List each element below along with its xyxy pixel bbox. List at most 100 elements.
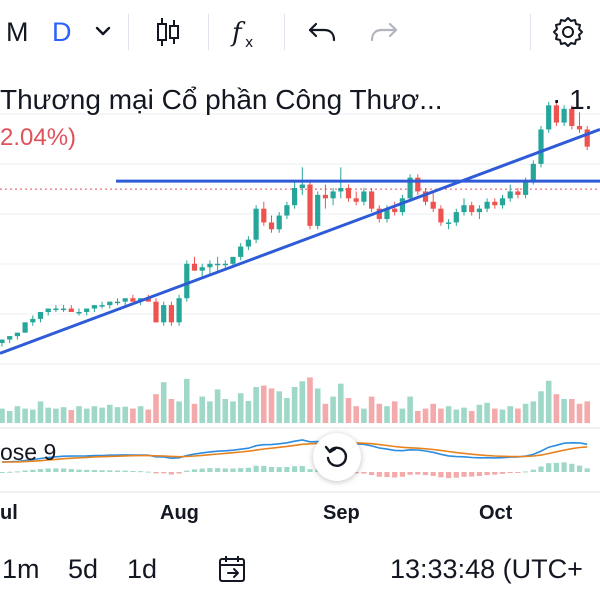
volume-bar	[430, 403, 436, 423]
candle-down	[268, 222, 275, 230]
candle-up	[523, 181, 529, 195]
candle-down	[168, 305, 174, 323]
volume-bar	[91, 406, 98, 423]
histogram-bar	[276, 467, 282, 472]
candle-down	[469, 205, 475, 213]
histogram-bar	[207, 468, 213, 472]
histogram-bar	[284, 467, 290, 472]
candle-down	[569, 108, 575, 126]
volume-bar	[253, 387, 259, 423]
histogram-bar	[384, 472, 390, 478]
symbol-badge[interactable]: D	[52, 17, 72, 47]
range-1m-button[interactable]: 1m	[2, 554, 40, 584]
volume-bar	[130, 408, 136, 423]
candle-down	[492, 201, 498, 206]
histogram-bar	[361, 472, 367, 474]
candle-up	[184, 263, 190, 299]
candle-down	[553, 105, 559, 123]
clock-timezone[interactable]: 13:33:48 (UTC+	[390, 554, 583, 584]
candle-down	[369, 191, 375, 209]
volume-bar	[492, 408, 498, 423]
volume-bar	[245, 400, 252, 423]
candle-up	[114, 301, 121, 304]
volume-bar	[53, 408, 59, 423]
volume-bar	[461, 407, 467, 423]
candle-down	[415, 177, 421, 192]
candle-up	[238, 246, 244, 257]
histogram-bar	[392, 472, 398, 478]
candle-down	[422, 191, 429, 202]
volume-bar	[0, 408, 5, 423]
volume-bar	[515, 408, 521, 423]
range-1d-button[interactable]: 1d	[127, 554, 158, 584]
macd-line	[1, 439, 588, 463]
histogram-bar	[268, 466, 275, 472]
volume-bar	[569, 399, 575, 423]
histogram-bar	[191, 469, 198, 472]
volume-bar	[407, 396, 413, 423]
volume-bar	[276, 391, 282, 423]
candle-down	[153, 301, 159, 323]
histogram-bar	[145, 471, 151, 473]
histogram-bar	[415, 472, 421, 475]
histogram-bar	[546, 463, 552, 472]
candle-up	[361, 191, 367, 202]
histogram-bar	[37, 469, 44, 472]
candle-up	[546, 105, 552, 130]
histogram-bar	[569, 463, 575, 472]
volume-bar	[284, 398, 290, 423]
x-tick-label: Sep	[323, 502, 360, 524]
volume-bar	[468, 411, 475, 423]
candle-up	[45, 308, 51, 312]
volume-bar	[399, 408, 406, 423]
candle-up	[37, 312, 44, 319]
range-5d-button[interactable]: 5d	[68, 554, 99, 584]
candles-icon[interactable]	[150, 14, 186, 50]
price-chart[interactable]	[0, 64, 600, 540]
candle-up	[399, 198, 405, 213]
histogram-bar	[138, 471, 144, 473]
histogram-bar	[530, 469, 536, 472]
candle-up	[461, 205, 467, 213]
chevron-down-icon[interactable]	[88, 16, 118, 46]
histogram-bar	[238, 468, 244, 472]
candle-up	[315, 194, 321, 226]
settings-icon[interactable]	[550, 14, 586, 50]
histogram-bar	[446, 472, 452, 479]
histogram-bar	[215, 468, 221, 472]
volume-bar	[60, 407, 67, 423]
reset-chart-button[interactable]	[313, 433, 361, 481]
histogram-bar	[30, 469, 36, 472]
volume-bar	[176, 401, 182, 423]
candle-up	[330, 191, 336, 199]
histogram-bar	[168, 472, 174, 475]
undo-icon[interactable]	[304, 14, 340, 50]
volume-bar	[14, 406, 21, 423]
go-to-date-icon[interactable]	[215, 552, 249, 586]
histogram-bar	[376, 472, 382, 477]
candle-down	[392, 208, 398, 213]
candle-up	[507, 191, 513, 199]
toolbar-divider	[208, 14, 209, 50]
redo-icon[interactable]	[366, 14, 402, 50]
histogram-bar	[99, 470, 105, 472]
candle-up	[338, 188, 344, 192]
histogram-bar	[484, 472, 490, 476]
interval-button[interactable]: M	[6, 17, 29, 47]
volume-bar	[68, 410, 75, 423]
svg-text:x: x	[245, 35, 253, 50]
histogram-bar	[292, 466, 298, 472]
volume-bar	[584, 401, 590, 423]
volume-bar	[384, 406, 390, 423]
candle-up	[292, 188, 298, 206]
volume-bar	[314, 388, 321, 423]
volume-bar	[415, 411, 421, 423]
histogram-bar	[299, 466, 305, 472]
histogram-bar	[222, 468, 228, 472]
histogram-bar	[114, 470, 121, 472]
volume-bar	[376, 403, 383, 423]
histogram-bar	[469, 472, 475, 477]
volume-bar	[438, 408, 444, 423]
